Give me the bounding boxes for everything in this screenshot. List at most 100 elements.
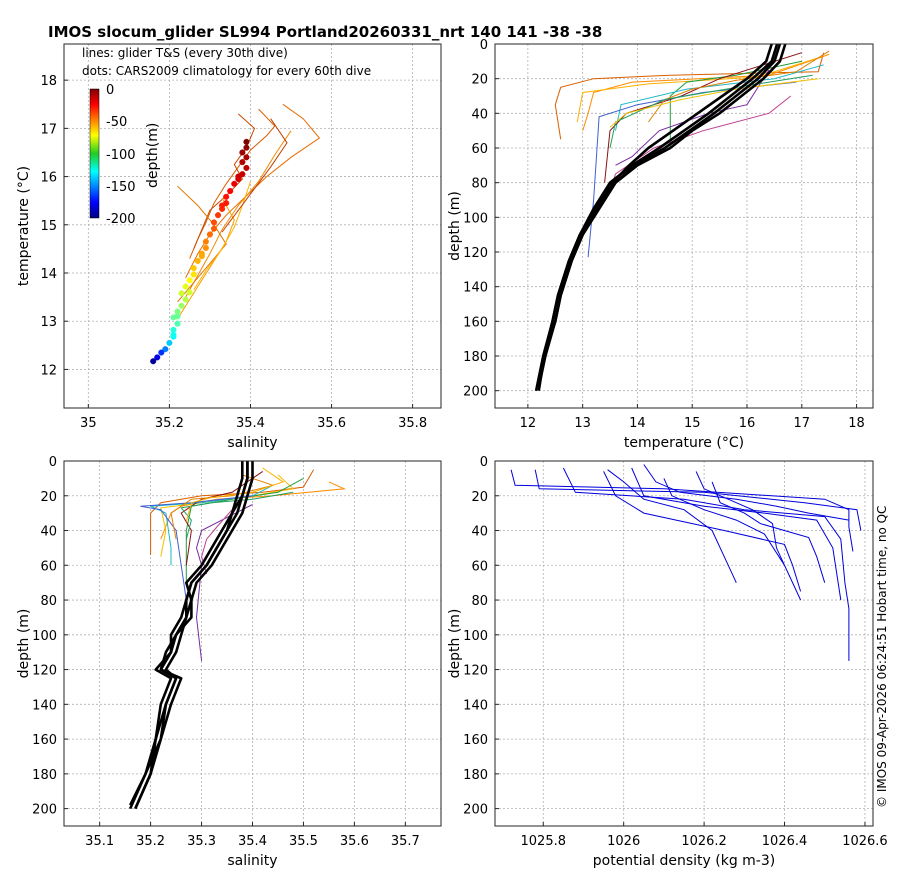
y-tick-label: 180 xyxy=(463,768,488,783)
glider-series-line xyxy=(607,469,737,583)
y-tick-label: 20 xyxy=(40,490,57,505)
climatology-point xyxy=(214,212,222,219)
y-tick-label: 60 xyxy=(471,142,488,157)
x-tick-label: 1026 xyxy=(607,834,640,849)
climatology-point xyxy=(227,187,234,195)
x-tick-label: 35.7 xyxy=(391,834,420,849)
y-tick-label: 200 xyxy=(463,803,488,818)
y-tick-label: 80 xyxy=(40,594,57,609)
colorbar-tick: -150 xyxy=(106,180,136,195)
glider-series-line xyxy=(510,469,854,552)
y-tick-label: 14 xyxy=(40,267,57,282)
y-tick-label: 200 xyxy=(463,385,488,400)
depth-colorbar: 0 -50 -100 -150 -200 depth(m) xyxy=(89,83,161,227)
y-tick-label: 140 xyxy=(32,698,57,713)
figure-title: IMOS slocum_glider SL994 Portland2026033… xyxy=(48,23,602,41)
climatology-series-line xyxy=(129,461,244,806)
x-axis-label: salinity xyxy=(227,435,277,451)
glider-series-line xyxy=(534,469,862,531)
x-axis-label: salinity xyxy=(227,853,277,869)
density-profile-panel: 1025.8 1026 1026.2 1026.4 1026.6 0 20 40 60 80 100… xyxy=(447,455,888,869)
x-tick-label: 1026.4 xyxy=(762,834,808,849)
x-tick-label: 35.8 xyxy=(398,416,427,431)
climatology-point xyxy=(223,193,230,200)
x-tick-label: 35.6 xyxy=(317,416,346,431)
climatology-point xyxy=(202,244,209,251)
x-tick-label: 15 xyxy=(684,416,701,431)
glider-series-line xyxy=(609,74,813,149)
plot-area xyxy=(150,103,321,365)
x-tick-label: 17 xyxy=(794,416,811,431)
climatology-point xyxy=(235,173,242,180)
y-tick-label: 12 xyxy=(40,363,57,378)
climatology-point xyxy=(150,358,157,365)
y-tick-label: 15 xyxy=(40,219,57,234)
y-tick-label: 40 xyxy=(471,107,488,122)
x-tick-label: 35.2 xyxy=(155,416,184,431)
x-tick-label: 16 xyxy=(739,416,756,431)
y-tick-label: 13 xyxy=(40,315,57,330)
climatology-point xyxy=(158,349,165,356)
climatology-point xyxy=(178,290,185,297)
y-tick-label: 140 xyxy=(463,698,488,713)
y-tick-label: 0 xyxy=(480,455,488,470)
colorbar-label: depth(m) xyxy=(145,123,161,188)
glider-series-line xyxy=(647,50,830,123)
figure-credit: © IMOS 09-Apr-2026 06:24:51 Hobart time,… xyxy=(875,506,889,808)
x-tick-label: 18 xyxy=(848,416,865,431)
y-tick-label: 180 xyxy=(32,768,57,783)
glider-series-line xyxy=(711,481,826,583)
y-tick-label: 120 xyxy=(32,664,57,679)
glider-series-line xyxy=(631,467,842,601)
climatology-point xyxy=(239,149,246,156)
glider-series-line xyxy=(221,118,288,233)
plot-area xyxy=(129,461,347,810)
x-tick-label: 35.1 xyxy=(85,834,114,849)
x-tick-label: 13 xyxy=(574,416,591,431)
plot-area xyxy=(534,44,830,391)
y-tick-label: 80 xyxy=(471,594,488,609)
climatology-point xyxy=(219,202,226,209)
y-tick-label: 120 xyxy=(463,664,488,679)
y-tick-label: 20 xyxy=(471,73,488,88)
x-tick-label: 35.5 xyxy=(289,834,318,849)
x-tick-label: 35 xyxy=(80,416,97,431)
axes-frame xyxy=(63,460,442,827)
climatology-point xyxy=(186,289,193,296)
colorbar-tick: -100 xyxy=(106,148,136,163)
glider-series-line xyxy=(193,113,256,250)
climatology-point xyxy=(174,313,181,320)
y-tick-label: 200 xyxy=(32,803,57,818)
glider-series-line xyxy=(193,181,251,291)
y-tick-label: 18 xyxy=(40,74,57,89)
y-tick-label: 40 xyxy=(40,525,57,540)
climatology-point xyxy=(182,283,189,290)
climatology-point xyxy=(186,277,193,284)
colorbar-gradient xyxy=(89,88,100,219)
colorbar-tick: -50 xyxy=(106,115,127,130)
x-axis-label: temperature (°C) xyxy=(624,435,744,451)
climatology-point xyxy=(194,257,201,265)
y-tick-label: 140 xyxy=(463,281,488,296)
glider-series-line xyxy=(189,108,276,259)
glider-series-line xyxy=(695,471,785,566)
climatology-point xyxy=(162,346,169,353)
x-tick-label: 35.4 xyxy=(238,834,267,849)
glider-series-line xyxy=(177,198,235,320)
salinity-profile-panel: 35.1 35.2 35.3 35.4 35.5 35.6 35.7 0 20 40 60 80 100… xyxy=(16,455,442,869)
glider-series-line xyxy=(576,57,819,123)
climatology-point xyxy=(243,154,250,161)
glider-series-line xyxy=(609,78,819,128)
y-tick-label: 0 xyxy=(480,38,488,53)
glider-series-line xyxy=(185,467,285,522)
y-tick-label: 20 xyxy=(471,490,488,505)
climatology-series-line xyxy=(537,44,773,383)
glider-series-line xyxy=(643,464,849,521)
y-tick-label: 120 xyxy=(463,246,488,261)
colorbar-tick: -200 xyxy=(106,212,136,227)
y-axis-label: temperature (°C) xyxy=(16,166,32,286)
x-axis-label: potential density (kg m-3) xyxy=(593,853,775,869)
climatology-point xyxy=(210,219,218,226)
axes-frame xyxy=(63,43,442,409)
x-tick-label: 1026.6 xyxy=(842,834,888,849)
